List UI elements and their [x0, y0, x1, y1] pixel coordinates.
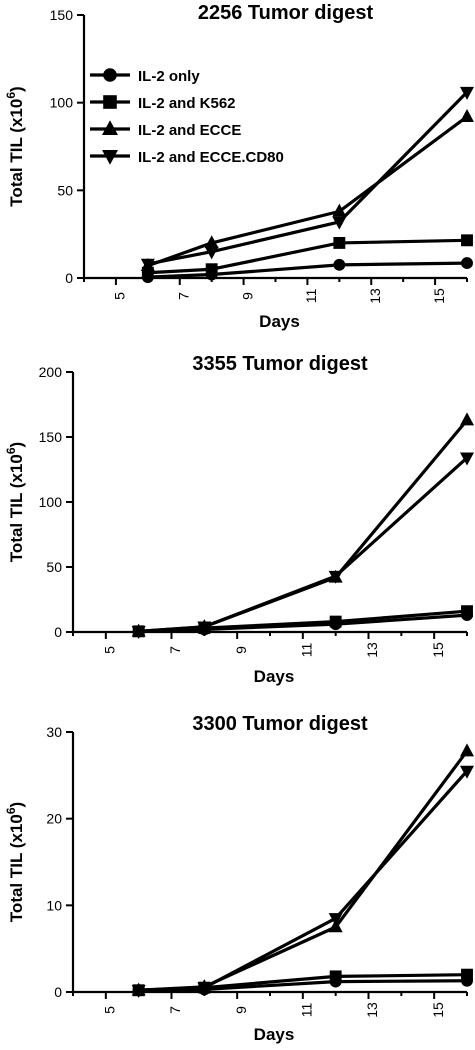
data-point-square	[461, 234, 473, 247]
data-point-triangle-down	[332, 216, 347, 230]
x-tick-label: 5	[112, 292, 128, 300]
y-tick-label: 200	[39, 364, 63, 380]
data-point-triangle-down	[131, 985, 146, 998]
x-axis-label: Days	[254, 1025, 295, 1044]
x-tick-label: 9	[239, 292, 255, 300]
y-axis-label: Total TIL (x106)	[4, 86, 26, 206]
y-axis-label: Total TIL (x106)	[4, 802, 26, 922]
y-tick-label: 150	[50, 7, 74, 23]
x-tick-label: 9	[233, 646, 249, 654]
y-tick-label: 0	[65, 270, 73, 286]
x-tick-label: 13	[367, 288, 383, 304]
x-axis-label: Days	[254, 667, 295, 686]
data-point-square	[329, 615, 342, 628]
x-tick-label: 11	[303, 289, 319, 304]
x-tick-label: 5	[102, 646, 118, 654]
chart-panel-3: 3300 Tumor digest 0 10 20 30 5 7 9 11 13 15 Days Tot…	[4, 713, 474, 1044]
series-line-triangle-up	[138, 750, 469, 992]
series-line-triangle-up	[147, 115, 468, 268]
data-point-triangle-down	[460, 765, 474, 779]
data-point-triangle-down	[197, 982, 212, 996]
data-point-triangle-down	[204, 246, 219, 260]
legend-label: IL-2 and K562	[138, 95, 236, 112]
x-tick-label: 15	[430, 1002, 446, 1018]
data-point-square	[461, 605, 473, 618]
data-point-triangle-up	[460, 108, 474, 122]
legend: IL-2 only IL-2 and K562 IL-2 and ECCE IL-2 …	[90, 68, 284, 166]
x-tick-label: 5	[102, 1006, 118, 1014]
data-point-triangle-down	[460, 86, 474, 100]
data-point-triangle-down	[140, 258, 155, 272]
data-point-square	[329, 970, 342, 983]
y-tick-label: 30	[46, 724, 62, 740]
data-point-triangle-down	[328, 913, 343, 927]
data-point-triangle-up	[460, 412, 474, 426]
x-tick-label: 15	[430, 642, 446, 658]
x-tick-label: 11	[299, 1003, 315, 1018]
series-line-square	[147, 238, 468, 275]
y-tick-label: 100	[50, 95, 74, 111]
data-point-circle	[461, 257, 473, 270]
chart-panel-1: 2256 Tumor digest 0 50 100 150 5 7 9 11 13 15 Days T…	[4, 2, 474, 331]
data-point-square	[333, 236, 346, 249]
legend-marker-triangle-down	[102, 150, 118, 165]
data-point-triangle-up	[460, 743, 474, 757]
x-tick-label: 13	[364, 1002, 380, 1018]
series-line-triangle-down	[138, 456, 469, 633]
x-axis-label: Days	[259, 312, 300, 331]
chart-title: 3355 Tumor digest	[192, 353, 368, 375]
data-point-triangle-up	[204, 235, 219, 249]
x-tick-label: 15	[431, 288, 447, 304]
chart-panel-2: 3355 Tumor digest 0 50 100 150 200 5 7 9 11 13 15 Da…	[4, 353, 474, 686]
data-point-triangle-down	[131, 626, 146, 640]
legend-label: IL-2 and ECCE.CD80	[138, 149, 284, 166]
y-tick-label: 100	[39, 494, 63, 510]
x-tick-label: 11	[299, 643, 315, 658]
data-point-square	[461, 968, 473, 981]
data-point-square	[141, 266, 154, 279]
x-tick-label: 13	[364, 642, 380, 658]
chart-title: 3300 Tumor digest	[192, 713, 368, 735]
data-point-triangle-down	[460, 452, 474, 466]
y-tick-label: 10	[46, 897, 62, 913]
x-tick-label: 7	[167, 646, 183, 654]
y-tick-label: 0	[54, 984, 62, 1000]
x-tick-label: 7	[175, 292, 191, 300]
y-tick-label: 50	[46, 559, 62, 575]
y-tick-label: 50	[57, 182, 73, 198]
chart-title: 2256 Tumor digest	[198, 2, 374, 24]
data-point-square	[205, 263, 218, 276]
legend-marker-square	[103, 95, 117, 109]
series-line-triangle-down	[138, 769, 469, 992]
series-line-triangle-up	[138, 419, 469, 633]
x-tick-label: 7	[167, 1006, 183, 1014]
data-point-triangle-down	[197, 621, 212, 635]
y-tick-label: 20	[46, 811, 62, 827]
y-axis-label: Total TIL (x106)	[4, 442, 26, 562]
legend-label: IL-2 and ECCE	[138, 122, 241, 139]
series-line-triangle-down	[147, 91, 469, 266]
legend-label: IL-2 only	[138, 68, 200, 85]
x-tick-label: 9	[233, 1006, 249, 1014]
data-point-triangle-up	[332, 203, 347, 217]
data-point-triangle-down	[328, 570, 343, 584]
legend-marker-circle	[103, 68, 117, 82]
y-tick-label: 0	[54, 624, 62, 640]
series-line-circle	[147, 261, 468, 279]
data-point-circle	[333, 258, 346, 271]
legend-marker-triangle-up	[102, 120, 118, 135]
y-tick-label: 150	[39, 429, 63, 445]
